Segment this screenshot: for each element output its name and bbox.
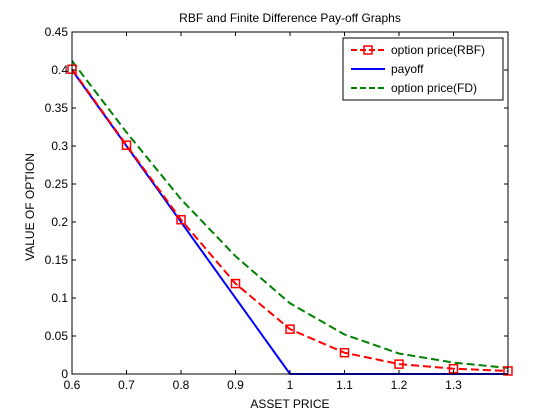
y-tick-label: 0.45 bbox=[45, 25, 69, 39]
y-tick-label: 0 bbox=[61, 367, 68, 381]
x-tick-label: 0.8 bbox=[173, 378, 190, 392]
data-point-option-price-rbf bbox=[230, 278, 241, 289]
x-tick-label: 0.9 bbox=[227, 378, 244, 392]
x-tick-label: 1.3 bbox=[445, 378, 462, 392]
series-line-option-price-fd bbox=[71, 60, 509, 369]
data-point-option-price-rbf bbox=[121, 140, 132, 150]
x-axis-label: ASSET PRICE bbox=[250, 397, 329, 411]
x-tick-label: 1 bbox=[287, 378, 294, 392]
legend: option price(RBF) payoff option price(FD) bbox=[342, 37, 504, 101]
legend-label-option-price-fd: option price(FD) bbox=[391, 81, 477, 95]
legend-label-option-price-rbf: option price(RBF) bbox=[391, 43, 485, 57]
y-tick-label: 0.25 bbox=[45, 177, 69, 191]
y-tick-label: 0.35 bbox=[45, 101, 69, 115]
x-tick-label: 0.7 bbox=[118, 378, 135, 392]
x-tick-label: 1.2 bbox=[391, 378, 408, 392]
x-tick-label: 1.1 bbox=[336, 378, 353, 392]
y-tick-label: 0.1 bbox=[51, 291, 68, 305]
ticks-layer: 0.6 0.7 0.8 0.9 1 1.1 1.2 1.3 0 0.05 0.1 0.15 0.2 0.2… bbox=[45, 25, 508, 392]
legend-marker-option-price-rbf bbox=[363, 45, 373, 55]
series-line-option-price-rbf bbox=[71, 68, 509, 372]
data-point-option-price-rbf bbox=[394, 359, 404, 369]
data-point-option-price-rbf bbox=[285, 324, 295, 334]
plot-frame bbox=[71, 31, 509, 375]
y-axis-label: VALUE OF OPTION bbox=[23, 153, 37, 261]
legend-label-payoff: payoff bbox=[391, 62, 424, 76]
x-tick-label: 0.6 bbox=[64, 378, 81, 392]
chart-title: RBF and Finite Difference Pay-off Graphs bbox=[179, 11, 401, 25]
y-tick-label: 0.15 bbox=[45, 253, 69, 267]
data-point-option-price-rbf bbox=[339, 347, 350, 358]
data-point-option-price-rbf bbox=[176, 214, 186, 225]
y-tick-label: 0.05 bbox=[45, 329, 69, 343]
y-tick-label: 0.2 bbox=[51, 215, 68, 229]
y-tick-label: 0.3 bbox=[51, 139, 68, 153]
y-tick-label: 0.4 bbox=[51, 63, 68, 77]
